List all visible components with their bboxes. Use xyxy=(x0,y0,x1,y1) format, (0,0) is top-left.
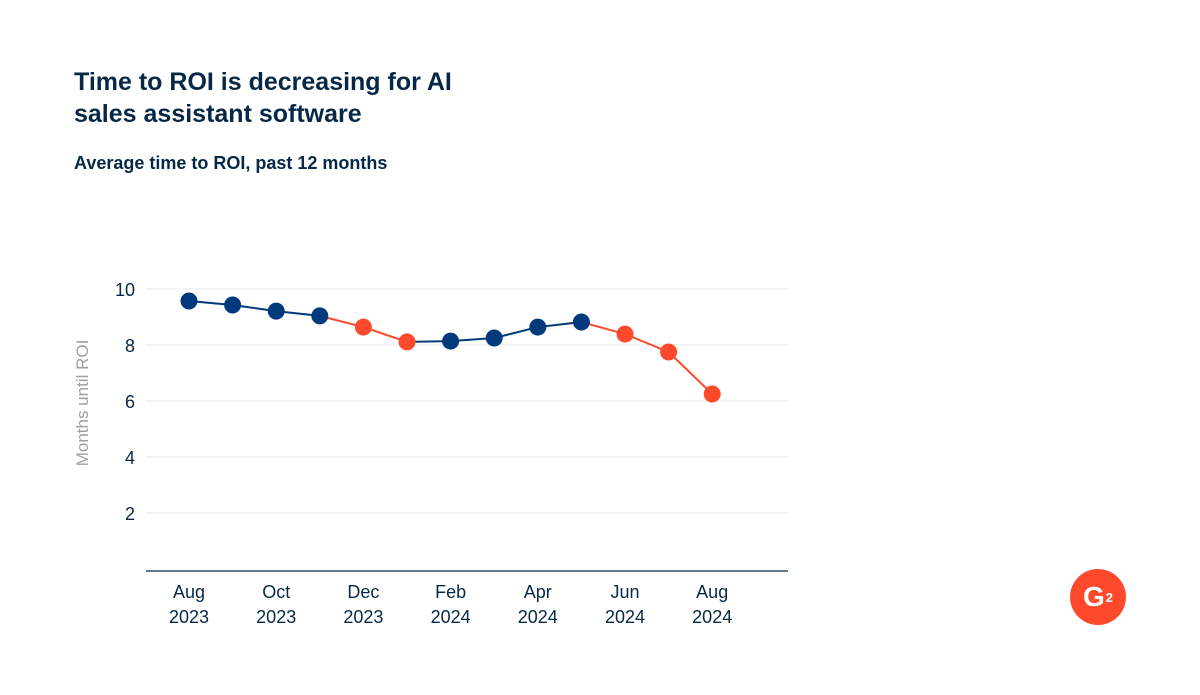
x-tick-label: 2023 xyxy=(343,607,383,627)
chart-title: Time to ROI is decreasing for AI sales a… xyxy=(74,68,452,128)
x-tick-label: 2023 xyxy=(169,607,209,627)
data-point xyxy=(485,329,503,347)
data-point xyxy=(354,318,372,336)
x-tick-label: Jun xyxy=(610,582,639,602)
x-tick-label: Apr xyxy=(524,582,552,602)
x-tick-label: 2024 xyxy=(692,607,732,627)
x-tick-label: 2024 xyxy=(518,607,558,627)
data-point xyxy=(224,296,242,314)
y-tick-label: 10 xyxy=(115,280,135,300)
y-tick-label: 2 xyxy=(125,504,135,524)
data-point xyxy=(180,292,198,310)
data-point xyxy=(616,325,634,343)
x-tick-label: 2024 xyxy=(431,607,471,627)
data-point xyxy=(703,385,721,403)
data-point xyxy=(311,307,329,325)
x-tick-label: Feb xyxy=(435,582,466,602)
x-tick-label: Aug xyxy=(173,582,205,602)
y-axis-label: Months until ROI xyxy=(73,340,92,467)
y-tick-label: 8 xyxy=(125,336,135,356)
x-tick-label: Oct xyxy=(262,582,290,602)
y-tick-label: 6 xyxy=(125,392,135,412)
y-tick-label: 4 xyxy=(125,448,135,468)
data-point xyxy=(267,302,285,320)
x-tick-label: Aug xyxy=(696,582,728,602)
x-tick-label: 2024 xyxy=(605,607,645,627)
data-point xyxy=(398,333,416,351)
data-point xyxy=(529,318,547,336)
line-segment xyxy=(667,351,713,395)
x-tick-label: 2023 xyxy=(256,607,296,627)
data-point xyxy=(442,332,460,350)
chart-subtitle: Average time to ROI, past 12 months xyxy=(74,153,388,173)
data-point xyxy=(572,313,590,331)
data-point xyxy=(660,343,678,361)
x-tick-label: Dec xyxy=(347,582,379,602)
